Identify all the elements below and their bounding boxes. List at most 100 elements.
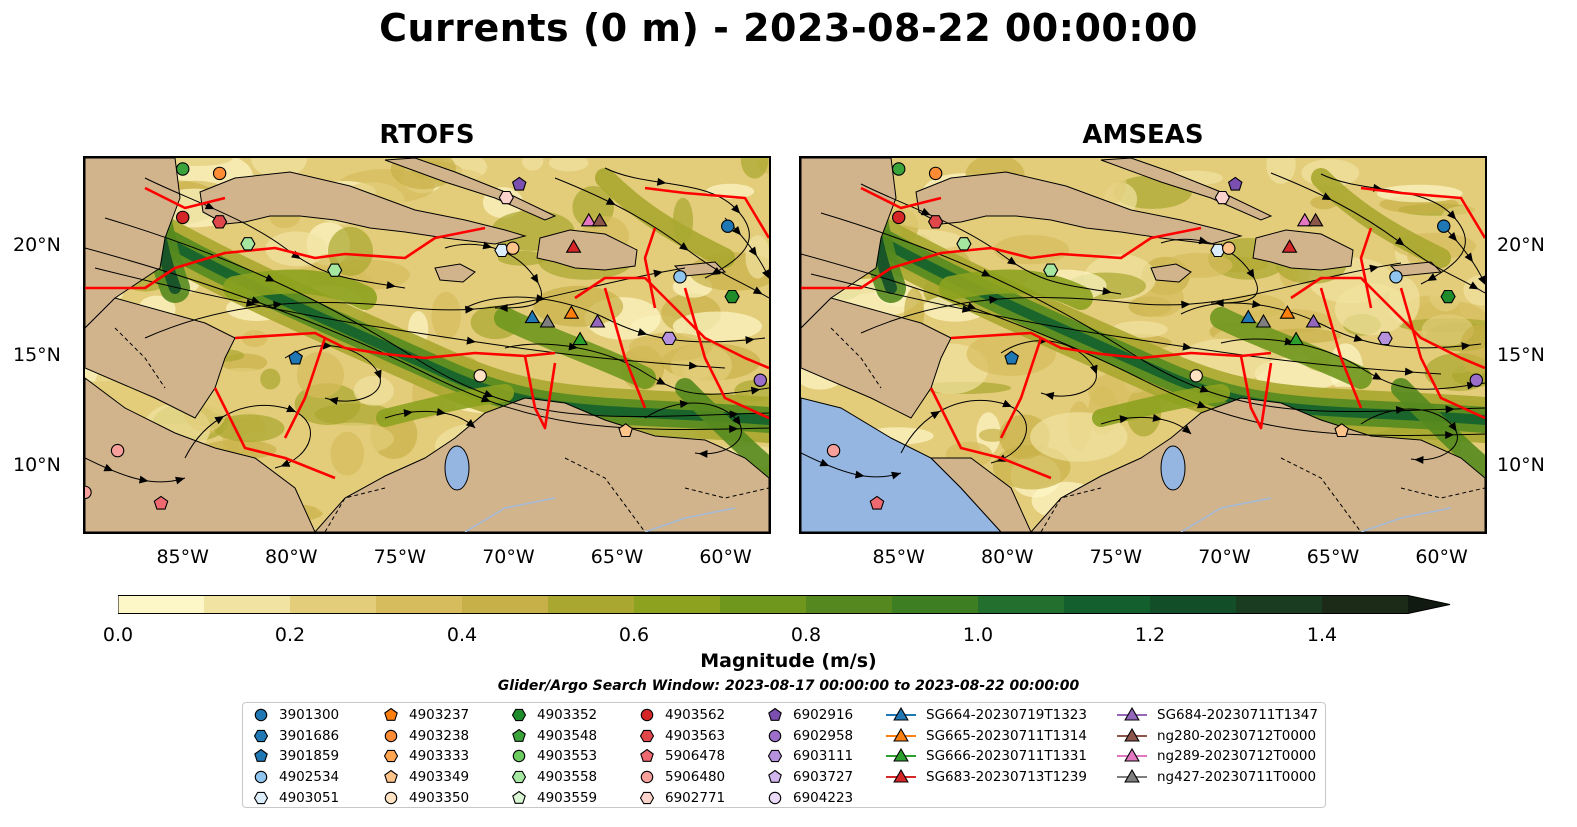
lat-tick-label: 10°N bbox=[13, 454, 61, 476]
streamline-arrow bbox=[1395, 406, 1406, 414]
streamline-arrow bbox=[1152, 414, 1163, 422]
lat-tick-label: 15°N bbox=[13, 344, 61, 366]
streamline-arrow bbox=[466, 336, 476, 345]
lat-tick-label: 10°N bbox=[1497, 454, 1545, 476]
legend-float-marker bbox=[768, 769, 782, 783]
eez-boundary bbox=[603, 287, 647, 409]
legend-item: 4903559 bbox=[511, 787, 597, 808]
argo-float-marker bbox=[892, 210, 906, 225]
streamline-arrow bbox=[656, 177, 667, 186]
streamline-arrow bbox=[656, 377, 667, 385]
legend-float-marker bbox=[767, 750, 783, 763]
argo-float-marker bbox=[1437, 219, 1451, 233]
streamline-arrow bbox=[961, 304, 972, 313]
legend-label: 4903350 bbox=[409, 789, 470, 806]
streamline-arrow bbox=[1447, 210, 1457, 220]
legend-label: 3901859 bbox=[279, 748, 340, 765]
streamline-arrow bbox=[273, 300, 283, 309]
colorbar-segment bbox=[1064, 595, 1151, 614]
legend-column: 6902916 6902958 6903111 6903727 6904223 bbox=[767, 705, 853, 808]
streamline-arrow bbox=[286, 404, 297, 413]
panel-title-rtofs: RTOFS bbox=[379, 120, 475, 150]
streamline-arrow bbox=[1181, 425, 1192, 435]
colorbar-segment bbox=[720, 595, 807, 614]
streamline-arrow bbox=[483, 389, 494, 398]
magnitude-patch bbox=[260, 368, 281, 390]
colorbar-tick-label: 0.0 bbox=[102, 624, 134, 646]
streamline-arrow bbox=[1353, 334, 1364, 342]
streamline-arrow bbox=[280, 459, 291, 467]
streamline-arrow bbox=[1090, 364, 1098, 375]
triangle-marker-icon bbox=[886, 748, 916, 763]
streamline-arrow bbox=[1321, 192, 1332, 201]
colorbar-tick-label: 1.0 bbox=[962, 624, 994, 646]
streamline-arrow bbox=[436, 408, 447, 416]
circle-marker-icon bbox=[640, 770, 654, 784]
lat-tick-label: 20°N bbox=[13, 234, 61, 256]
streamline-arrow bbox=[854, 470, 865, 479]
streamline bbox=[144, 267, 686, 339]
streamline bbox=[820, 212, 1485, 413]
magnitude-patch bbox=[1459, 324, 1485, 375]
legend-label: 6902916 bbox=[793, 707, 854, 724]
colorbar-segment bbox=[634, 595, 721, 614]
argo-float-marker bbox=[928, 166, 943, 181]
streamline-arrow bbox=[291, 250, 301, 259]
lat-tick-label: 20°N bbox=[1497, 234, 1545, 256]
lon-tick-label: 80°W bbox=[981, 546, 1034, 568]
legend-item: 4903562 bbox=[639, 705, 725, 726]
colorbar-segment bbox=[118, 595, 205, 614]
magnitude-patch bbox=[1089, 161, 1127, 207]
colorbar-outline bbox=[117, 595, 1451, 614]
land bbox=[85, 377, 316, 532]
streamline bbox=[860, 262, 1402, 334]
hexagon-marker-icon bbox=[383, 750, 399, 763]
legend-column: 4903237 4903238 4903333 4903349 4903350 bbox=[383, 705, 469, 808]
argo-float-marker bbox=[1004, 350, 1019, 365]
colorbar-segment bbox=[462, 595, 549, 614]
streamline-arrow bbox=[1395, 237, 1405, 246]
colorbar-segment bbox=[806, 595, 893, 614]
legend-float-marker bbox=[768, 708, 782, 722]
streamline-arrow bbox=[1199, 384, 1210, 393]
legend-glider-marker bbox=[893, 727, 909, 742]
streamline-arrow bbox=[480, 394, 491, 403]
legend-label: SG684-20230711T1347 bbox=[1157, 707, 1318, 724]
argo-float-marker bbox=[753, 373, 768, 387]
country-border bbox=[1040, 487, 1102, 532]
glider-marker bbox=[1307, 212, 1324, 227]
magnitude-patch bbox=[353, 375, 394, 406]
legend-item: SG684-20230711T1347 bbox=[1117, 705, 1318, 726]
magnitude-patch bbox=[453, 279, 524, 295]
legend-column: 3901300 3901686 3901859 4902534 4903051 bbox=[253, 705, 339, 808]
lake-maracaibo bbox=[1160, 445, 1186, 491]
magnitude-patch bbox=[1422, 158, 1485, 168]
argo-float-marker bbox=[494, 243, 510, 258]
river bbox=[1180, 497, 1272, 532]
legend-item: 6902771 bbox=[639, 787, 725, 808]
legend-item: 6903727 bbox=[767, 767, 853, 788]
streamline-arrow bbox=[1414, 455, 1424, 464]
streamline-arrow bbox=[465, 419, 476, 429]
legend-glider-marker bbox=[893, 707, 909, 721]
legend-label: 4903051 bbox=[279, 789, 340, 806]
current-jet bbox=[1311, 168, 1451, 268]
glider-marker bbox=[524, 309, 541, 324]
legend-item: 5906480 bbox=[639, 767, 725, 788]
streamline-arrow bbox=[328, 397, 339, 405]
legend-label: SG664-20230719T1323 bbox=[926, 707, 1087, 724]
magnitude-patch bbox=[1266, 158, 1296, 184]
argo-float-marker bbox=[153, 495, 169, 510]
legend-item: 3901686 bbox=[253, 726, 339, 747]
country-border bbox=[564, 457, 646, 532]
legend-glider-marker bbox=[893, 769, 909, 783]
argo-float-marker bbox=[826, 443, 841, 458]
hexagon-marker-icon bbox=[511, 709, 527, 722]
streamline-arrow bbox=[750, 386, 761, 395]
argo-float-marker bbox=[673, 270, 687, 284]
streamline-arrow bbox=[138, 475, 149, 484]
current-jet bbox=[595, 168, 735, 268]
eez-boundary bbox=[234, 331, 556, 360]
legend-item: 4903563 bbox=[639, 726, 725, 747]
streamline bbox=[94, 267, 726, 369]
